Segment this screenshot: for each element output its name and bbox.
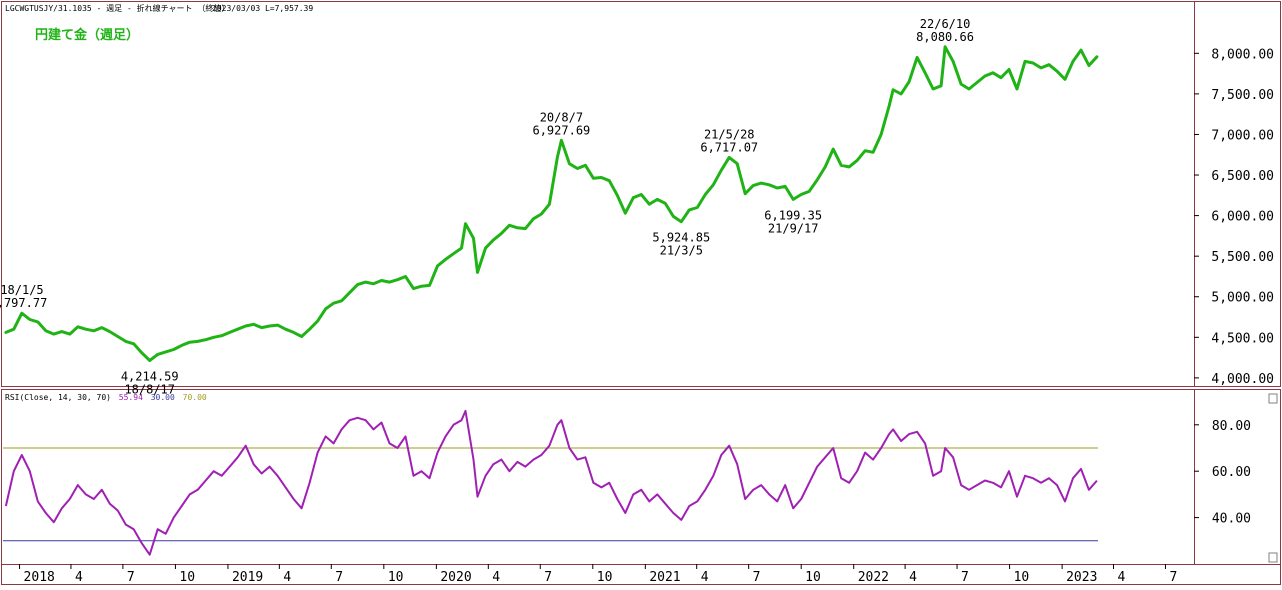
x-axis-tick-label: 10 (388, 570, 404, 585)
rsi-axis-tick-label: 40.00 (1212, 512, 1251, 527)
annotation-label: 18/8/17 (124, 382, 175, 396)
price-axis-tick-label: 6,000.00 (1211, 210, 1274, 225)
price-axis-tick-label: 5,500.00 (1211, 250, 1274, 265)
x-axis-tick-label: 7 (335, 570, 343, 585)
annotation-label: 8,080.66 (916, 30, 974, 44)
x-axis-tick-label: 7 (1169, 570, 1177, 585)
price-panel-frame (1, 1, 1281, 387)
rsi-legend-upper: 70.00 (183, 393, 207, 402)
annotation-label: 20/8/7 (540, 110, 583, 124)
annotation-label: 5,924.85 (652, 231, 710, 245)
x-axis-tick-label: 4 (492, 570, 500, 585)
x-axis-tick-label: 2021 (649, 570, 680, 585)
x-axis-tick-label: 7 (753, 570, 761, 585)
price-axis-tick-label: 5,000.00 (1211, 291, 1274, 306)
price-axis-tick-label: 4,000.00 (1211, 372, 1274, 387)
x-axis-tick-label: 4 (1117, 570, 1125, 585)
x-axis-tick-label: 10 (179, 570, 195, 585)
x-axis-tick-label: 4 (283, 570, 291, 585)
price-axis-tick-label: 8,000.00 (1211, 47, 1274, 62)
rsi-legend-value: 55.94 (119, 393, 143, 402)
x-axis-tick-label: 10 (1014, 570, 1030, 585)
x-axis-tick-label: 4 (701, 570, 709, 585)
rsi-scroll-down-icon[interactable] (1268, 552, 1278, 563)
x-axis-tick-label: 4 (75, 570, 83, 585)
rsi-axis-tick-label: 80.00 (1212, 419, 1251, 434)
annotation-label: 6,927.69 (532, 123, 590, 137)
price-axis-tick-label: 7,500.00 (1211, 88, 1274, 103)
annotation-label: 22/6/10 (920, 17, 971, 31)
annotation-label: 21/3/5 (660, 244, 703, 258)
price-axis-tick-label: 7,000.00 (1211, 128, 1274, 143)
x-axis-tick-label: 4 (909, 570, 917, 585)
annotation-label: 4,214.59 (121, 369, 179, 383)
rsi-legend-name: RSI(Close, 14, 30, 70) (5, 393, 111, 402)
x-axis-tick-label: 10 (805, 570, 821, 585)
rsi-panel-frame (1, 389, 1281, 565)
annotation-label: 18/1/5 (0, 283, 43, 297)
annotation-label: ,797.77 (0, 296, 47, 310)
annotation-label: 21/5/28 (704, 127, 755, 141)
x-axis-tick-label: 2022 (858, 570, 889, 585)
rsi-scroll-up-icon[interactable] (1268, 393, 1278, 404)
rsi-legend-lower: 30.00 (151, 393, 175, 402)
x-axis-tick-label: 2023 (1066, 570, 1097, 585)
price-axis-tick-label: 6,500.00 (1211, 169, 1274, 184)
annotation-label: 21/9/17 (768, 221, 819, 235)
x-axis-tick-label: 7 (544, 570, 552, 585)
price-series-line (4, 45, 1099, 362)
symbol-info: LGCWGTUSJY/31.1035 - 週足 - 折れ線チャート （終値） (5, 3, 229, 13)
x-axis-tick-label: 7 (961, 570, 969, 585)
annotation-label: 6,717.07 (700, 140, 758, 154)
rsi-legend: RSI(Close, 14, 30, 70) 55.94 30.00 70.00 (5, 393, 207, 402)
last-info: 2023/03/03 L=7,957.39 (212, 4, 313, 13)
rsi-series-line (4, 409, 1098, 556)
x-axis-tick-label: 2020 (440, 570, 471, 585)
x-axis-tick-label: 2019 (232, 570, 263, 585)
rsi-axis-tick-label: 60.00 (1212, 465, 1251, 480)
x-axis-frame (1, 564, 1281, 585)
x-axis-tick-label: 10 (597, 570, 613, 585)
price-axis-tick-label: 4,500.00 (1211, 331, 1274, 346)
x-axis-tick-label: 7 (127, 570, 135, 585)
x-axis-tick-label: 2018 (24, 570, 55, 585)
annotation-label: 6,199.35 (764, 208, 822, 222)
chart-title: 円建て金（週足） (35, 27, 139, 43)
